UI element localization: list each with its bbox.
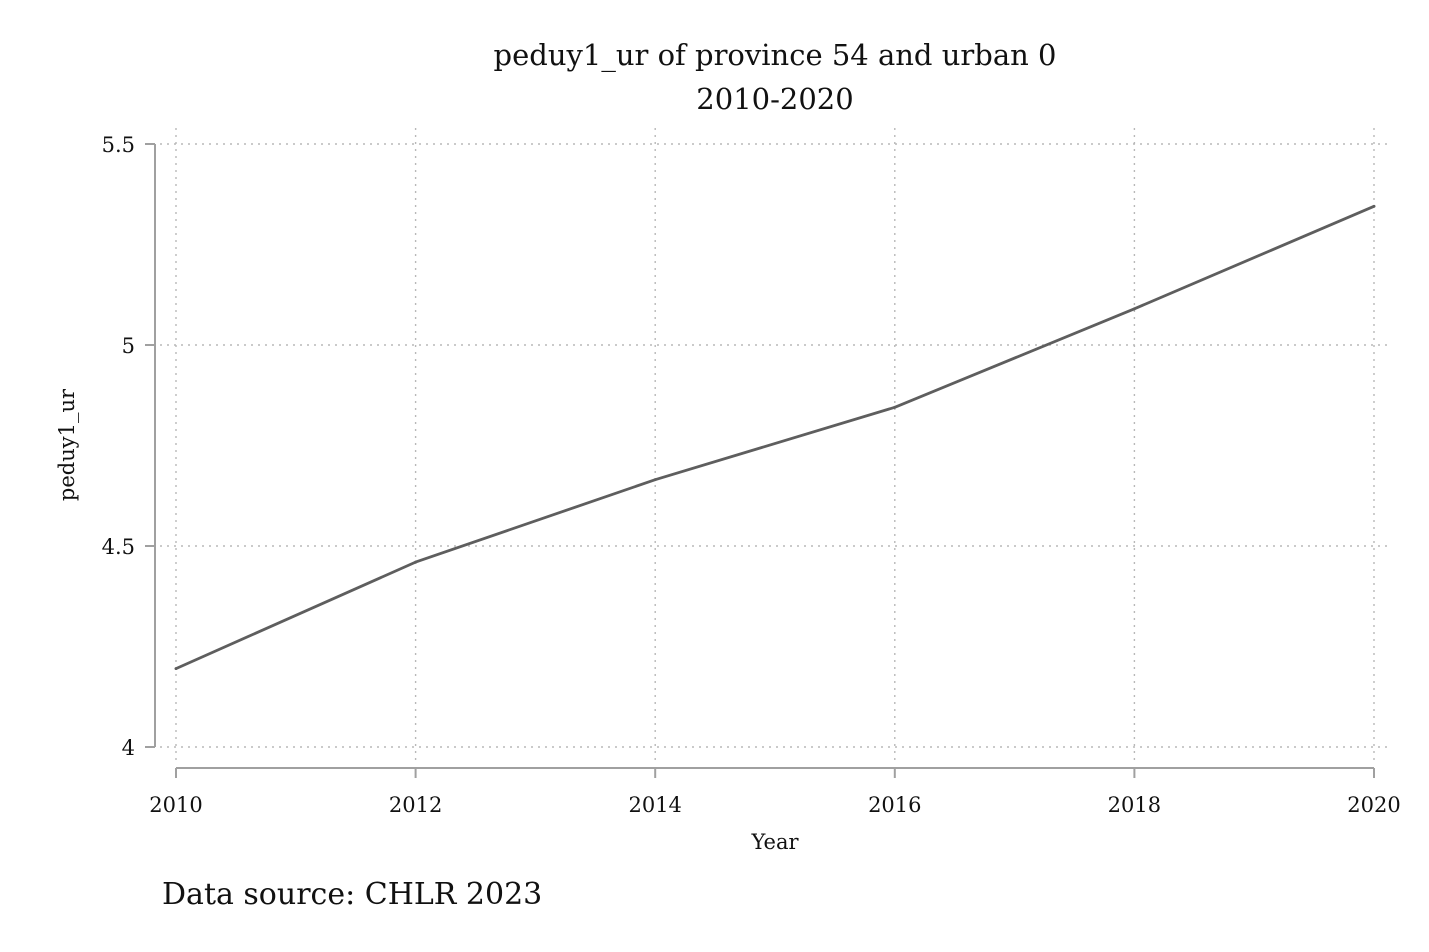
axes <box>145 143 1375 778</box>
series-line-0 <box>174 204 1376 670</box>
y-tick-label-0: 4 <box>122 736 135 760</box>
data-point-0-0 <box>174 667 178 671</box>
tick-labels: 4 4.5 5 5.5 2010 2012 2014 2016 2018 2020 <box>102 133 1401 817</box>
x-tick-label-0: 2010 <box>149 793 202 817</box>
x-tick-label-2: 2014 <box>628 793 681 817</box>
chart-title: peduy1_ur of province 54 and urban 0 <box>494 38 1057 73</box>
y-tick-label-1: 4.5 <box>102 535 135 559</box>
x-tick-label-1: 2012 <box>389 793 442 817</box>
chart-subtitle: 2010-2020 <box>696 82 853 116</box>
x-tick-label-3: 2016 <box>868 793 921 817</box>
data-point-0-1 <box>414 560 417 564</box>
data-point-0-3 <box>893 405 897 409</box>
data-point-0-4 <box>1133 307 1136 311</box>
x-tick-label-4: 2018 <box>1108 793 1161 817</box>
data-source-note: Data source: CHLR 2023 <box>162 877 542 912</box>
y-axis-title: peduy1_ur <box>55 388 79 501</box>
grid-lines <box>160 128 1390 760</box>
data-point-0-5 <box>1372 204 1376 208</box>
x-axis-title: Year <box>750 830 799 854</box>
x-tick-label-5: 2020 <box>1347 793 1400 817</box>
y-tick-label-3: 5.5 <box>102 133 135 157</box>
data-series <box>174 204 1376 671</box>
y-tick-label-2: 5 <box>122 334 135 358</box>
data-point-0-2 <box>653 478 657 482</box>
